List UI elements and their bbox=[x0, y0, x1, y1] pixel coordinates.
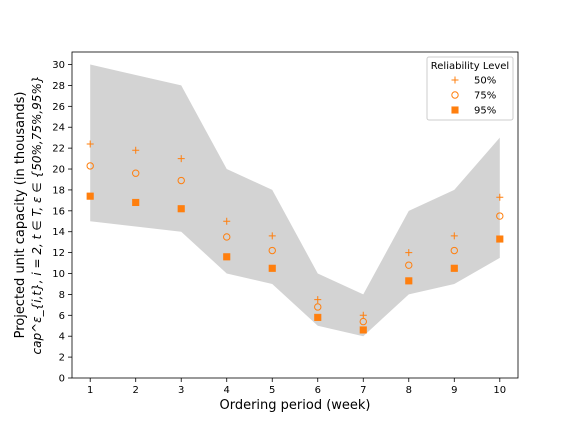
x-tick-label: 6 bbox=[315, 385, 321, 396]
point-95pct bbox=[314, 313, 322, 321]
x-tick-label: 4 bbox=[224, 385, 230, 396]
point-75pct bbox=[223, 233, 231, 241]
y-tick-label: 4 bbox=[59, 332, 65, 343]
point-95pct bbox=[496, 235, 504, 243]
point-50pct bbox=[132, 146, 140, 154]
y-tick-label: 20 bbox=[52, 165, 65, 176]
y-tick-label: 12 bbox=[52, 248, 65, 259]
point-50pct bbox=[223, 217, 231, 225]
y-tick-label: 10 bbox=[52, 269, 65, 280]
point-50pct bbox=[405, 249, 413, 257]
point-75pct bbox=[132, 169, 140, 177]
y-tick-label: 30 bbox=[52, 60, 65, 71]
x-tick-label: 10 bbox=[493, 385, 506, 396]
x-tick-label: 2 bbox=[133, 385, 139, 396]
y-tick-label: 14 bbox=[52, 227, 65, 238]
point-50pct bbox=[268, 232, 276, 240]
legend-label-75pct: 75% bbox=[474, 91, 496, 102]
point-95pct bbox=[86, 192, 94, 200]
y-tick-label: 2 bbox=[59, 353, 65, 364]
point-75pct bbox=[496, 212, 504, 220]
legend-marker-95pct bbox=[451, 106, 459, 114]
point-75pct bbox=[405, 261, 413, 269]
legend-box bbox=[426, 56, 514, 121]
legend-marker-50pct bbox=[451, 76, 459, 84]
point-95pct bbox=[359, 326, 367, 334]
legend-label-95pct: 95% bbox=[474, 106, 496, 117]
legend-label-50pct: 50% bbox=[474, 76, 496, 87]
y-axis-label-line-1: Projected unit capacity (in thousands) bbox=[13, 92, 28, 339]
x-axis-label: Ordering period (week) bbox=[219, 398, 370, 413]
point-95pct bbox=[450, 264, 458, 272]
point-50pct bbox=[86, 140, 94, 148]
y-tick-label: 18 bbox=[52, 185, 65, 196]
point-50pct bbox=[314, 296, 322, 304]
point-75pct bbox=[359, 317, 367, 326]
y-axis-label-line-2: cap^ε_{i,t}, i = 2, t ∈ T, ε ∈ {50%,75%,… bbox=[30, 76, 44, 355]
legend: Reliability Level 50% 75% 95% bbox=[426, 56, 514, 121]
y-tick-label: 28 bbox=[52, 81, 65, 92]
y-tick-label: 24 bbox=[52, 123, 65, 134]
point-95pct bbox=[268, 264, 276, 272]
x-tick-label: 7 bbox=[360, 385, 366, 396]
y-tick-label: 8 bbox=[59, 290, 65, 301]
point-75pct bbox=[450, 246, 458, 255]
point-50pct bbox=[496, 193, 504, 201]
point-75pct bbox=[86, 162, 94, 170]
x-tick-label: 8 bbox=[406, 385, 412, 396]
point-50pct bbox=[359, 311, 367, 319]
x-tick-label: 5 bbox=[269, 385, 275, 396]
point-95pct bbox=[223, 253, 231, 261]
plot-frame bbox=[71, 51, 519, 379]
x-tick-label: 9 bbox=[451, 385, 457, 396]
y-tick-label: 26 bbox=[52, 102, 65, 113]
point-95pct bbox=[405, 277, 413, 285]
point-50pct bbox=[450, 232, 458, 240]
y-tick-label: 6 bbox=[59, 311, 65, 322]
point-50pct bbox=[177, 155, 185, 163]
y-tick-label: 0 bbox=[59, 374, 65, 385]
point-75pct bbox=[177, 176, 185, 185]
y-tick-label: 22 bbox=[52, 144, 65, 155]
legend-title: Reliability Level bbox=[431, 61, 509, 72]
point-75pct bbox=[268, 246, 276, 255]
legend-marker-75pct bbox=[451, 91, 459, 99]
reliability-band bbox=[90, 64, 500, 337]
x-tick-label: 1 bbox=[87, 385, 93, 396]
y-tick-label: 16 bbox=[52, 206, 65, 217]
x-tick-label: 3 bbox=[178, 385, 184, 396]
point-95pct bbox=[132, 198, 140, 207]
point-75pct bbox=[314, 303, 322, 311]
point-95pct bbox=[177, 205, 185, 213]
